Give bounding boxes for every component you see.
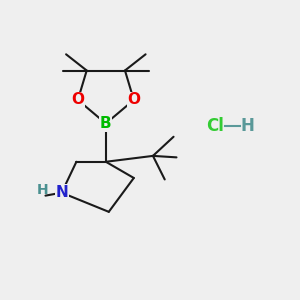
Text: H: H xyxy=(240,117,254,135)
Text: O: O xyxy=(127,92,140,107)
Text: H: H xyxy=(37,183,48,197)
Text: N: N xyxy=(55,185,68,200)
Text: B: B xyxy=(100,116,112,131)
Text: Cl: Cl xyxy=(206,117,224,135)
Text: O: O xyxy=(71,92,84,107)
